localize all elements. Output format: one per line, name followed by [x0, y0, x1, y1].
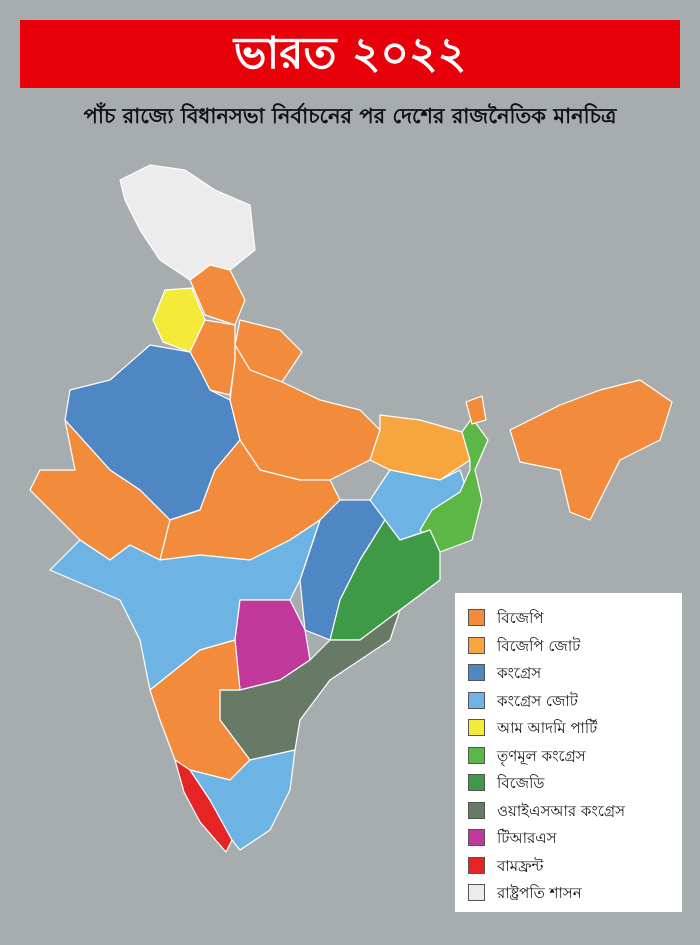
sikkim: [465, 395, 487, 425]
legend-label: তৃণমূল কংগ্রেস: [497, 746, 586, 765]
north-east: [509, 379, 673, 521]
legend-item: বিজেপি: [468, 607, 544, 629]
legend-swatch: [468, 664, 485, 681]
title-bar: ভারত ২০২২: [20, 20, 680, 88]
legend-item: বিজেডি: [468, 772, 544, 794]
legend-label: রাষ্ট্রপতি শাসন: [497, 884, 582, 902]
legend-label: ওয়াইএসআর কংগ্রেস: [497, 801, 625, 820]
legend-swatch: [468, 636, 485, 654]
legend-item: টিআরএস: [468, 827, 557, 849]
legend-swatch: [468, 884, 485, 901]
legend-item: বামফ্রন্ট: [468, 855, 543, 877]
legend-item: তৃণমূল কংগ্রেস: [468, 745, 586, 767]
tamil-nadu: [189, 749, 296, 851]
legend-swatch: [468, 609, 485, 626]
legend-swatch: [468, 829, 485, 846]
legend-label: আম আদমি পার্টি: [497, 719, 598, 737]
legend-swatch: [468, 856, 485, 874]
legend-item: কংগ্রেস জোট: [468, 690, 578, 712]
legend-item: রাষ্ট্রপতি শাসন: [468, 882, 582, 904]
legend-item: কংগ্রেস: [468, 662, 541, 684]
uttar-pradesh: [229, 344, 381, 481]
legend-label: বিজেডি: [497, 774, 545, 792]
legend-swatch: [468, 691, 485, 709]
karnataka: [149, 639, 251, 781]
legend: বিজেপি বিজেপি জোট কংগ্রেস কংগ্রেস জোট আম আদম…: [455, 593, 682, 912]
legend-label: কংগ্রেস: [497, 664, 542, 682]
legend-item: আম আদমি পার্টি: [468, 717, 597, 739]
legend-swatch: [468, 746, 485, 764]
legend-swatch: [468, 774, 485, 791]
legend-label: বিজেপি: [497, 609, 544, 627]
legend-label: কংগ্রেস জোট: [497, 691, 578, 710]
bihar: [369, 414, 471, 481]
legend-item: বিজেপি জোট: [468, 635, 580, 657]
legend-label: টিআরএস: [497, 829, 557, 847]
legend-swatch: [468, 801, 485, 819]
maharashtra: [49, 519, 321, 691]
legend-label: বিজেপি জোট: [497, 636, 581, 655]
legend-item: ওয়াইএসআর কংগ্রেস: [468, 800, 625, 822]
legend-swatch: [468, 719, 485, 736]
himachal: [189, 264, 246, 326]
legend-label: বামফ্রন্ট: [497, 856, 544, 875]
subtitle: পাঁচ রাজ্যে বিধানসভা নির্বাচনের পর দেশের…: [83, 104, 617, 128]
jammu-kashmir: [119, 164, 256, 281]
